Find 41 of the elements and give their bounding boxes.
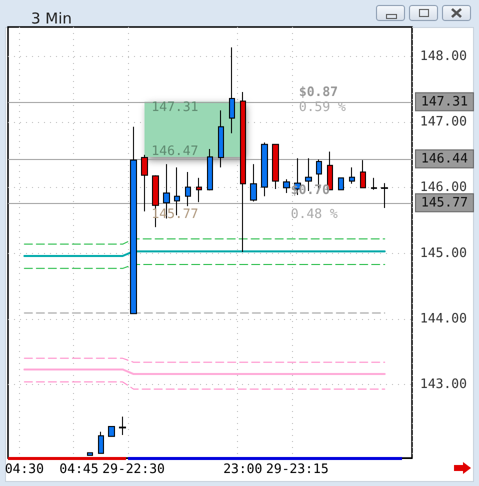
candlestick xyxy=(229,46,235,134)
y-tick-label: 146.00 xyxy=(420,180,467,196)
y-tick-label: 145.00 xyxy=(420,246,467,261)
x-tick-label: 29-23:15 xyxy=(266,462,329,477)
chart-title: 3 Min xyxy=(31,10,72,28)
candlestick xyxy=(371,177,377,190)
x-tick-label: 23:00 xyxy=(223,462,262,477)
candlestick xyxy=(250,164,257,202)
annotation: 147.31 xyxy=(151,100,198,115)
candlestick xyxy=(207,148,213,191)
candlestick xyxy=(338,177,344,190)
x-tick-label: 29-22:30 xyxy=(102,462,165,477)
x-tick-label: 04:30 xyxy=(4,462,44,477)
candlestick xyxy=(130,126,137,314)
candlestick xyxy=(261,142,268,197)
candlestick xyxy=(360,160,366,188)
candlestick xyxy=(349,166,355,184)
candlestick xyxy=(381,182,388,209)
candlestick xyxy=(98,431,104,454)
x-tick-label: 04:45 xyxy=(59,462,99,477)
annotation: $0.87 xyxy=(298,85,338,100)
candlestick xyxy=(218,110,224,168)
candlestick xyxy=(240,91,246,253)
ref-line-label: 146.44 xyxy=(421,151,468,166)
y-tick-label: 143.00 xyxy=(420,377,467,392)
y-tick-label: 144.00 xyxy=(420,311,467,326)
candlestick xyxy=(119,416,126,436)
candlestick xyxy=(108,426,115,437)
candlestick xyxy=(196,177,202,203)
y-tick-label: 147.00 xyxy=(420,114,467,130)
candlestick xyxy=(272,144,279,190)
candlestick xyxy=(185,171,191,207)
y-tick-label: 148.00 xyxy=(420,49,467,64)
candlestick xyxy=(141,154,148,212)
candlestick xyxy=(283,178,290,194)
ref-line-label: 145.77 xyxy=(421,195,468,210)
ref-line-label: 147.31 xyxy=(421,94,468,110)
annotation: 0.59 % xyxy=(298,100,346,115)
annotation: 0.48 % xyxy=(290,207,338,222)
annotation: 146.47 xyxy=(151,144,198,159)
candlestick xyxy=(87,452,93,456)
